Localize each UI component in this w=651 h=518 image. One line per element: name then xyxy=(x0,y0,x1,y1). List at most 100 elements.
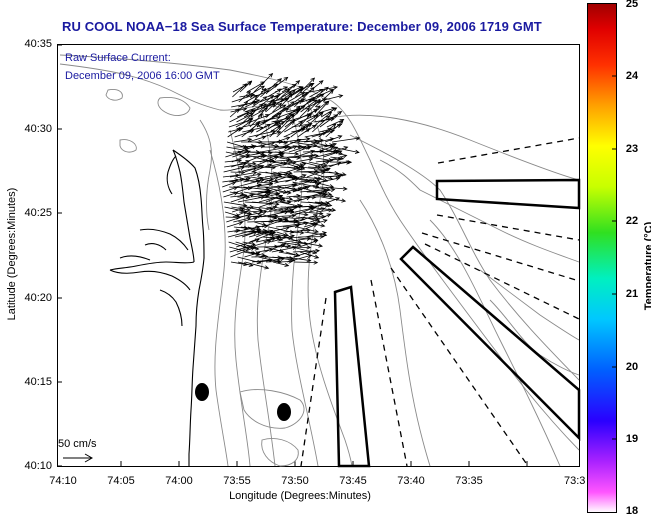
current-vector-head xyxy=(301,174,307,178)
scale-vector-label: 50 cm/s xyxy=(58,438,97,450)
current-vector-head xyxy=(295,80,301,85)
current-vector xyxy=(236,180,261,188)
current-vector-head xyxy=(342,154,348,159)
current-vector-head xyxy=(338,173,344,178)
current-vector-head xyxy=(342,186,348,191)
current-vector-head xyxy=(246,90,251,96)
current-vector-head xyxy=(341,198,347,203)
current-vector xyxy=(240,217,258,223)
x-tick-label: 73:40 xyxy=(397,475,425,487)
current-vector xyxy=(295,77,315,98)
current-vector xyxy=(285,174,307,183)
current-vector xyxy=(272,261,289,267)
current-vector xyxy=(302,216,320,222)
current-vector-head xyxy=(313,214,319,218)
current-vector-head xyxy=(323,192,328,198)
current-vector-head xyxy=(266,239,272,244)
current-vector-head xyxy=(278,194,284,199)
current-vector-head xyxy=(278,237,284,242)
current-vector xyxy=(236,113,254,123)
current-vector-head xyxy=(332,107,338,112)
current-vector-head xyxy=(316,165,322,170)
current-vector-head xyxy=(305,196,311,201)
current-vector xyxy=(281,216,305,220)
current-vector-head xyxy=(252,231,258,235)
current-vector-head xyxy=(285,226,290,231)
current-vector xyxy=(265,261,281,263)
current-vector xyxy=(249,231,275,243)
current-vector xyxy=(276,231,289,236)
current-vector xyxy=(293,170,318,173)
current-vector xyxy=(243,186,270,191)
current-vector-head xyxy=(287,170,293,175)
current-vector xyxy=(239,80,252,93)
current-vector xyxy=(296,214,318,223)
current-vector xyxy=(255,230,273,238)
current-vector xyxy=(287,166,301,171)
current-vector xyxy=(258,258,285,263)
current-vector xyxy=(254,142,275,148)
current-vector xyxy=(319,111,342,128)
current-vector-head xyxy=(276,259,282,264)
current-vector xyxy=(239,145,256,153)
current-vector xyxy=(288,146,306,153)
current-vector xyxy=(307,171,333,180)
current-vector-head xyxy=(301,162,307,167)
current-vector xyxy=(302,83,313,93)
current-vector xyxy=(230,261,248,266)
current-vector-head xyxy=(292,245,298,250)
current-vector-head xyxy=(269,94,275,100)
current-vector-head xyxy=(300,125,306,131)
current-vector-head xyxy=(313,109,319,114)
current-vector xyxy=(236,239,260,248)
current-vector xyxy=(292,179,314,188)
current-vector-head xyxy=(268,247,274,252)
current-vector-head xyxy=(266,123,272,128)
current-vector xyxy=(297,223,318,233)
current-vector xyxy=(307,192,322,198)
current-vector-head xyxy=(253,94,259,99)
current-vector-head xyxy=(246,150,251,155)
current-vector-head xyxy=(233,186,239,191)
current-vector xyxy=(293,261,318,263)
current-vector-head xyxy=(324,100,330,106)
current-vector xyxy=(286,198,302,203)
current-vector xyxy=(251,96,267,108)
current-vector xyxy=(267,215,296,218)
current-vector-head xyxy=(311,124,317,129)
current-vector-head xyxy=(249,94,255,99)
current-vector-head xyxy=(260,154,266,158)
current-vector-head xyxy=(319,111,324,117)
current-vector-head xyxy=(313,139,319,144)
current-vector-head xyxy=(264,224,269,229)
current-vector-head xyxy=(300,92,306,97)
current-vector-head xyxy=(274,95,280,100)
current-vector-head xyxy=(296,105,301,110)
current-vector-head xyxy=(289,208,295,213)
current-vector-head xyxy=(327,202,333,208)
current-vector xyxy=(305,111,324,128)
x-tick-label: 73:50 xyxy=(281,475,309,487)
current-vector xyxy=(243,103,263,123)
current-vector-head xyxy=(246,213,252,217)
current-vector xyxy=(264,176,279,183)
current-vector xyxy=(301,161,325,168)
current-vector-head xyxy=(258,113,263,119)
colorbar-tick-label: 22 xyxy=(625,215,639,227)
current-vector xyxy=(273,161,297,168)
current-vector xyxy=(308,161,328,167)
current-vector-head xyxy=(292,145,298,150)
current-vector-head xyxy=(239,207,245,212)
current-vector-head xyxy=(343,146,349,151)
current-vector-head xyxy=(233,191,239,196)
current-vector xyxy=(293,87,315,108)
current-vector xyxy=(295,146,312,153)
current-vector-head xyxy=(243,210,248,215)
current-vector xyxy=(225,151,242,158)
current-vector-head xyxy=(320,164,325,169)
current-vector-head xyxy=(326,213,332,218)
current-vector xyxy=(282,139,301,148)
current-vector-head xyxy=(235,108,240,113)
